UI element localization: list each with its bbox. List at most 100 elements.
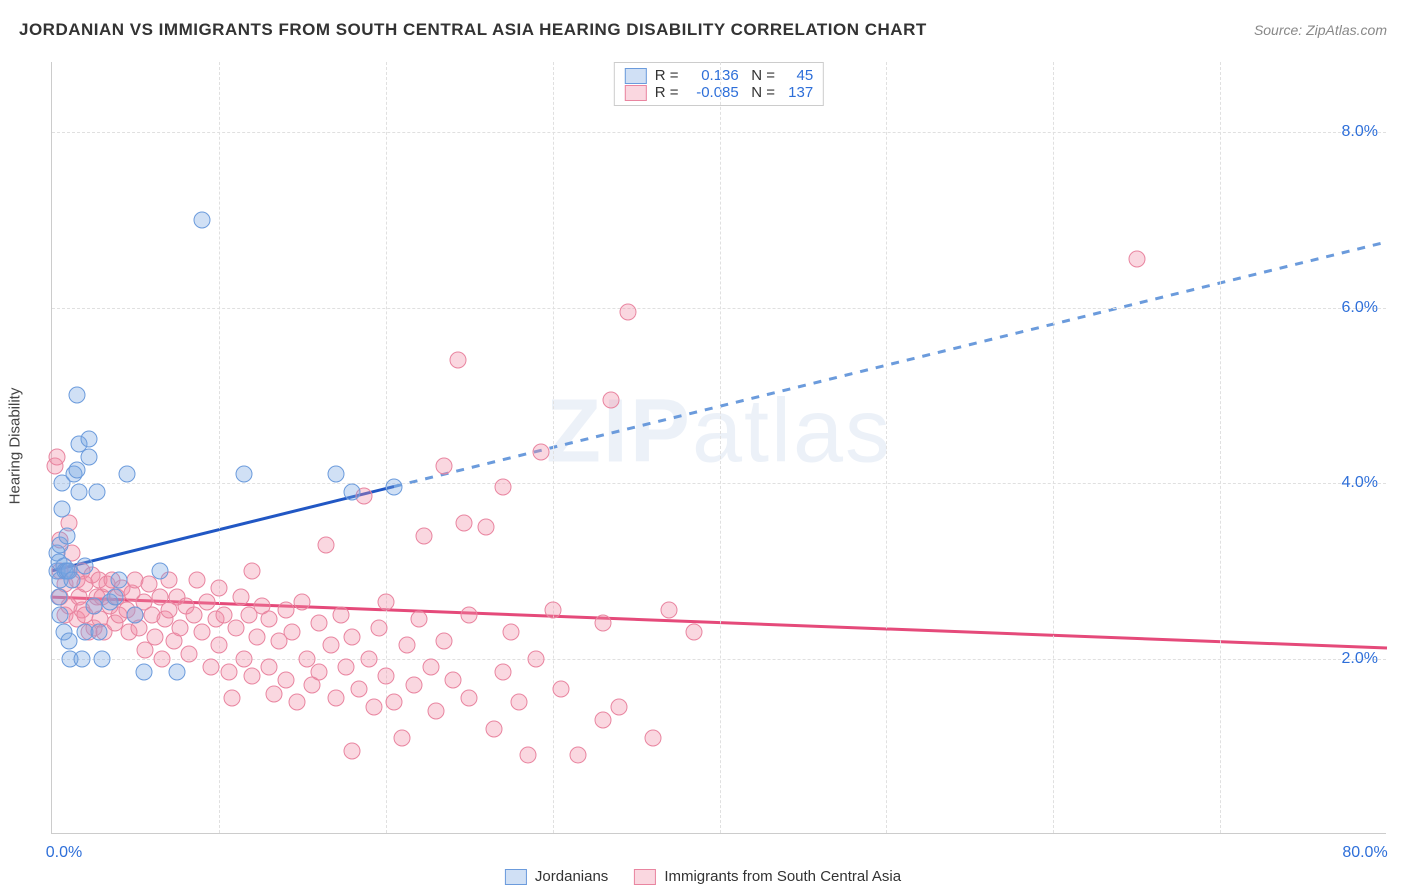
series-swatch (625, 68, 647, 84)
scatter-point-blue (107, 589, 124, 606)
scatter-point-pink (202, 659, 219, 676)
scatter-point-pink (244, 668, 261, 685)
gridline-vertical (886, 62, 887, 833)
scatter-point-pink (456, 514, 473, 531)
x-tick-label: 80.0% (1342, 844, 1387, 862)
legend-swatch (505, 869, 527, 885)
gridline-vertical (1053, 62, 1054, 833)
scatter-point-pink (249, 628, 266, 645)
scatter-point-blue (135, 663, 152, 680)
scatter-point-pink (194, 624, 211, 641)
scatter-point-pink (294, 593, 311, 610)
scatter-point-pink (227, 619, 244, 636)
scatter-point-pink (449, 352, 466, 369)
scatter-point-pink (594, 711, 611, 728)
scatter-point-pink (461, 606, 478, 623)
scatter-point-blue (70, 483, 87, 500)
scatter-point-pink (232, 589, 249, 606)
scatter-point-blue (80, 448, 97, 465)
scatter-point-pink (611, 698, 628, 715)
y-axis-title: Hearing Disability (7, 388, 24, 505)
scatter-point-pink (444, 672, 461, 689)
scatter-point-pink (371, 619, 388, 636)
scatter-point-blue (94, 650, 111, 667)
scatter-point-blue (60, 633, 77, 650)
scatter-point-pink (185, 606, 202, 623)
scatter-point-pink (351, 681, 368, 698)
scatter-point-pink (235, 650, 252, 667)
scatter-point-pink (644, 729, 661, 746)
scatter-point-pink (337, 659, 354, 676)
scatter-point-pink (544, 602, 561, 619)
scatter-point-pink (406, 676, 423, 693)
scatter-point-pink (189, 571, 206, 588)
scatter-point-pink (260, 659, 277, 676)
scatter-point-pink (436, 633, 453, 650)
scatter-point-pink (344, 742, 361, 759)
scatter-point-blue (85, 597, 102, 614)
x-tick-label: 0.0% (46, 844, 82, 862)
scatter-point-pink (284, 624, 301, 641)
scatter-point-blue (59, 527, 76, 544)
scatter-point-pink (327, 690, 344, 707)
scatter-point-blue (52, 606, 69, 623)
trend-line (52, 487, 394, 571)
scatter-point-pink (386, 694, 403, 711)
scatter-point-blue (386, 479, 403, 496)
scatter-point-pink (317, 536, 334, 553)
scatter-point-pink (199, 593, 216, 610)
scatter-point-blue (54, 501, 71, 518)
scatter-point-pink (569, 747, 586, 764)
chart-title: JORDANIAN VS IMMIGRANTS FROM SOUTH CENTR… (19, 20, 927, 40)
scatter-point-pink (172, 619, 189, 636)
y-tick-label: 8.0% (1342, 123, 1378, 141)
gridline-vertical (553, 62, 554, 833)
scatter-point-pink (661, 602, 678, 619)
scatter-point-blue (89, 483, 106, 500)
scatter-point-pink (147, 628, 164, 645)
series-legend: JordaniansImmigrants from South Central … (505, 868, 901, 885)
scatter-point-pink (311, 615, 328, 632)
scatter-point-pink (277, 672, 294, 689)
scatter-point-pink (686, 624, 703, 641)
scatter-point-pink (344, 628, 361, 645)
scatter-point-pink (619, 304, 636, 321)
y-tick-label: 2.0% (1342, 650, 1378, 668)
scatter-point-pink (224, 690, 241, 707)
scatter-point-pink (494, 663, 511, 680)
scatter-point-pink (436, 457, 453, 474)
scatter-point-pink (519, 747, 536, 764)
scatter-point-pink (210, 637, 227, 654)
scatter-point-blue (119, 466, 136, 483)
scatter-point-pink (377, 593, 394, 610)
scatter-point-blue (90, 624, 107, 641)
scatter-point-pink (494, 479, 511, 496)
scatter-point-pink (220, 663, 237, 680)
scatter-point-pink (502, 624, 519, 641)
gridline-vertical (219, 62, 220, 833)
scatter-point-pink (260, 611, 277, 628)
scatter-point-blue (77, 558, 94, 575)
scatter-point-pink (394, 729, 411, 746)
scatter-point-blue (152, 562, 169, 579)
scatter-point-pink (49, 448, 66, 465)
scatter-point-pink (180, 646, 197, 663)
scatter-point-pink (399, 637, 416, 654)
stats-text: R = 0.136 N = 45 (655, 67, 813, 84)
scatter-point-pink (477, 518, 494, 535)
scatter-point-pink (1128, 251, 1145, 268)
gridline-vertical (386, 62, 387, 833)
scatter-point-pink (422, 659, 439, 676)
scatter-point-pink (603, 391, 620, 408)
gridline-vertical (1220, 62, 1221, 833)
stats-text: R = -0.085 N = 137 (655, 84, 813, 101)
scatter-point-pink (322, 637, 339, 654)
scatter-point-pink (332, 606, 349, 623)
scatter-plot-area: ZIPatlas R = 0.136 N = 45R = -0.085 N = … (51, 62, 1386, 834)
scatter-point-blue (110, 571, 127, 588)
scatter-point-pink (277, 602, 294, 619)
scatter-point-pink (244, 562, 261, 579)
scatter-point-blue (194, 211, 211, 228)
y-tick-label: 4.0% (1342, 474, 1378, 492)
scatter-point-pink (311, 663, 328, 680)
